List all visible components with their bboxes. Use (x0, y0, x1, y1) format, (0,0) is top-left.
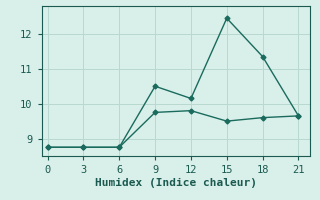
X-axis label: Humidex (Indice chaleur): Humidex (Indice chaleur) (95, 178, 257, 188)
